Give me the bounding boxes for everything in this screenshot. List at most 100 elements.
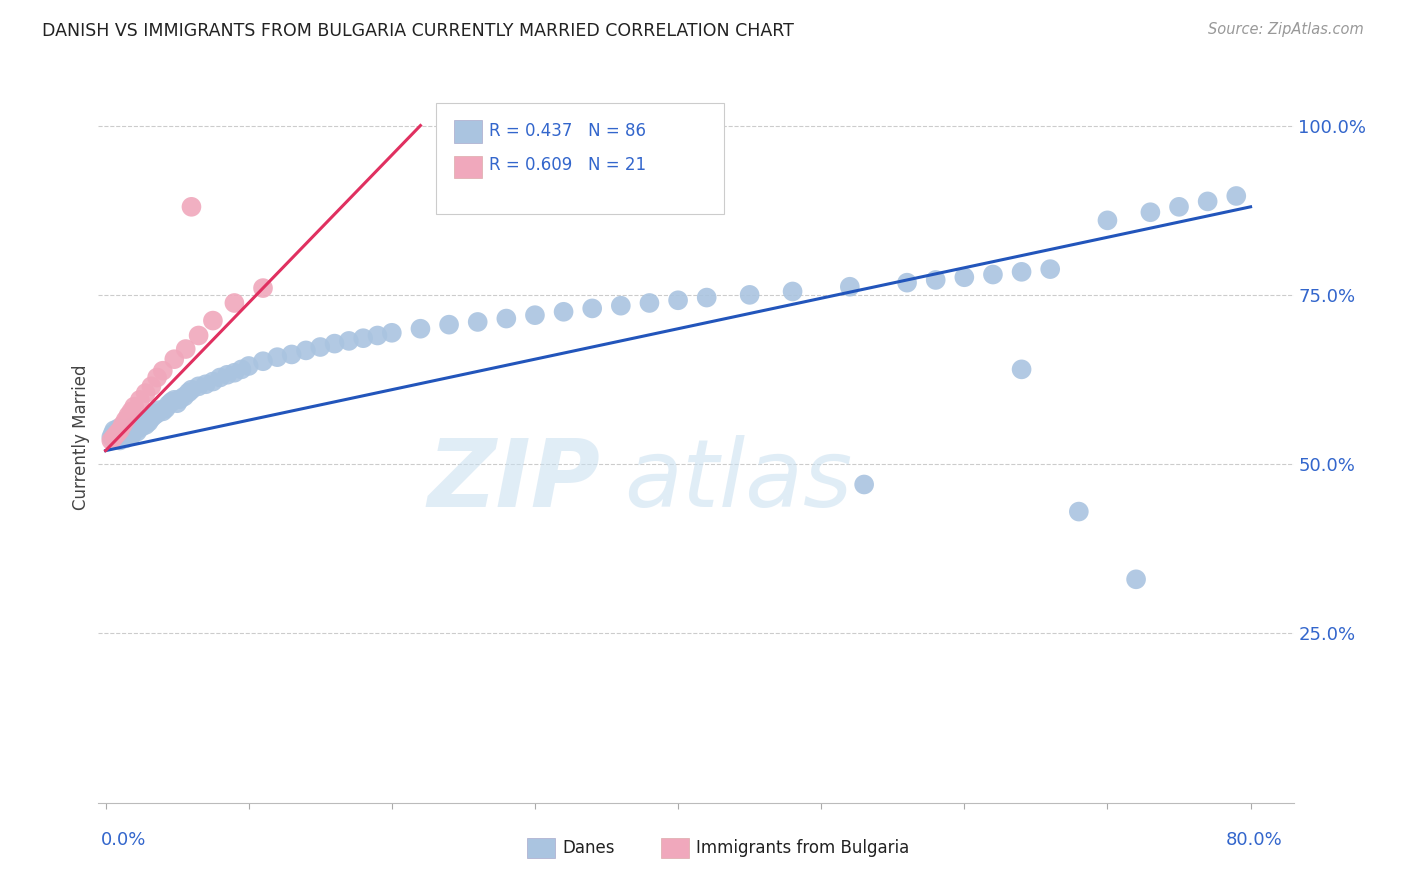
Point [166,396,188,410]
Point [157,398,180,412]
Text: ZIP: ZIP [427,435,600,527]
Point [981,268,1004,282]
Text: DANISH VS IMMIGRANTS FROM BULGARIA CURRENTLY MARRIED CORRELATION CHART: DANISH VS IMMIGRANTS FROM BULGARIA CURRE… [42,22,794,40]
Point [114,413,136,427]
Point [122,422,145,436]
Point [309,340,332,354]
Point [152,364,174,378]
Point [122,400,145,414]
Point [1067,505,1090,519]
Point [224,296,246,310]
Point [201,313,224,327]
Point [141,411,163,425]
Point [896,276,918,290]
Text: Source: ZipAtlas.com: Source: ZipAtlas.com [1208,22,1364,37]
Point [1225,189,1247,203]
Point [1039,262,1062,277]
Point [129,392,152,407]
Point [782,285,804,299]
Point [201,375,224,389]
Point [323,336,346,351]
Point [117,409,139,423]
Point [124,418,146,433]
Point [120,404,142,418]
Point [638,296,661,310]
Text: 0.0%: 0.0% [101,831,146,849]
Point [1168,200,1191,214]
Text: Danes: Danes [562,839,614,857]
Point [114,432,136,446]
Text: R = 0.609   N = 21: R = 0.609 N = 21 [489,156,647,174]
Point [187,379,209,393]
Point [105,426,128,441]
Point [925,273,948,287]
Point [295,343,318,358]
Point [104,428,127,442]
Point [111,426,134,441]
Point [121,425,143,440]
Point [581,301,603,316]
Point [132,417,155,431]
Point [224,366,246,380]
Point [128,421,150,435]
Point [131,420,153,434]
Text: 80.0%: 80.0% [1226,831,1282,849]
Point [252,281,274,295]
Point [108,434,131,448]
Point [437,318,460,332]
Point [120,428,142,442]
Text: atlas: atlas [624,435,852,526]
Point [610,299,633,313]
Point [115,428,138,442]
Point [523,308,546,322]
Point [135,417,157,432]
Point [1097,213,1119,227]
Point [180,383,202,397]
Point [163,352,186,367]
Point [177,385,200,400]
Point [101,426,124,441]
Point [1011,362,1033,376]
Point [352,331,374,345]
Point [155,401,177,416]
Point [180,200,202,214]
Y-axis label: Currently Married: Currently Married [72,364,90,510]
Point [666,293,689,308]
Point [100,430,122,444]
Point [111,417,134,432]
Point [1011,265,1033,279]
Point [217,368,239,382]
Point [187,328,209,343]
Point [135,386,157,401]
Point [146,370,169,384]
Point [103,430,125,444]
Point [953,270,976,285]
Point [112,423,135,437]
Point [280,347,302,361]
Point [738,288,761,302]
Point [1125,572,1147,586]
Point [110,430,132,444]
Point [143,409,166,423]
Point [495,311,517,326]
Point [409,322,432,336]
Point [103,423,125,437]
Point [266,350,288,364]
Text: Immigrants from Bulgaria: Immigrants from Bulgaria [696,839,910,857]
Point [149,403,172,417]
Point [381,326,404,340]
Point [337,334,360,348]
Point [125,425,148,439]
Text: R = 0.437   N = 86: R = 0.437 N = 86 [489,122,647,140]
Point [853,477,876,491]
Point [696,291,718,305]
Point [152,404,174,418]
Point [138,415,160,429]
Point [105,425,128,439]
Point [108,423,131,437]
Point [141,379,163,393]
Point [838,279,860,293]
Point [252,354,274,368]
Point [467,315,489,329]
Point [146,406,169,420]
